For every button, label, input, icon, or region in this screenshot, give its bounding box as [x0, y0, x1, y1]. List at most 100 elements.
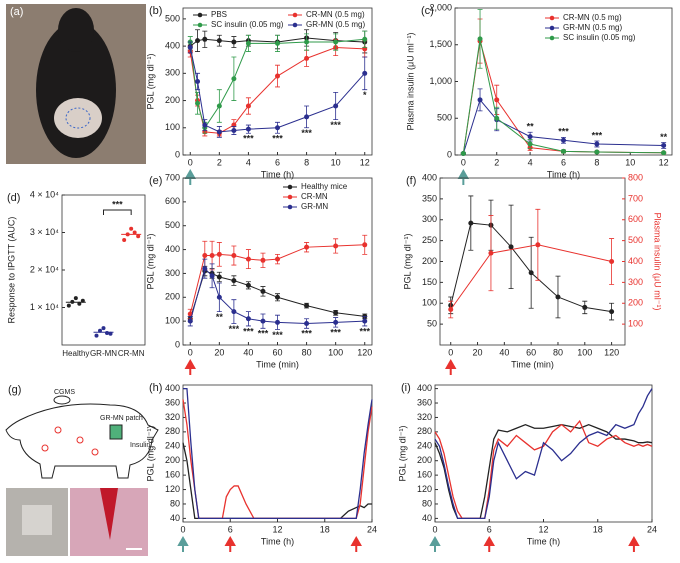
- data-point: [468, 220, 474, 226]
- panel-label: (a): [10, 6, 23, 18]
- time-arrow: [445, 358, 457, 375]
- data-point: [202, 122, 208, 128]
- y-axis-label: PGL (mg dl⁻¹): [145, 426, 155, 482]
- data-point: [448, 307, 454, 313]
- y2-axis-label: Plasma insulin (μU ml⁻¹): [653, 213, 663, 311]
- pig-outline: [5, 403, 159, 479]
- y2-tick-label: 300: [628, 277, 643, 287]
- data-point: [594, 141, 600, 147]
- data-point: [209, 253, 215, 259]
- plot-frame: [182, 384, 373, 523]
- x-tick-label: 0: [188, 347, 193, 357]
- x-tick-label: 18: [593, 524, 603, 534]
- data-point: [195, 38, 201, 44]
- data-point: [132, 230, 137, 235]
- series-line: [183, 387, 373, 520]
- data-point: [333, 310, 339, 316]
- y-axis-label: PGL (mg dl⁻¹): [402, 234, 412, 290]
- x-tick-label: 0: [188, 157, 193, 167]
- y-tick-label: 0: [175, 339, 180, 349]
- data-point: [333, 319, 339, 325]
- x-tick-label: 4: [246, 157, 251, 167]
- data-point: [136, 234, 141, 239]
- diagram-label: GR-MN patch: [100, 415, 143, 422]
- legend-marker: [549, 15, 555, 21]
- x-tick-label: 120: [357, 347, 372, 357]
- x-tick-label: 24: [647, 524, 657, 534]
- data-point: [209, 273, 215, 279]
- data-point: [477, 97, 483, 103]
- significance: ***: [592, 130, 603, 140]
- y-tick-label: 360: [165, 397, 180, 407]
- panel-label: (b): [149, 5, 162, 17]
- panel-label: (e): [149, 175, 162, 187]
- y-tick-label: 400: [422, 172, 437, 182]
- y2-tick-label: 200: [628, 298, 643, 308]
- y-tick-label: 40: [422, 513, 432, 523]
- x-tick-label: 0: [180, 524, 185, 534]
- x-tick-label: 6: [275, 157, 280, 167]
- y-tick-label: 80: [422, 498, 432, 508]
- data-point: [275, 125, 280, 131]
- data-point: [202, 266, 208, 272]
- significance: **: [527, 122, 535, 132]
- x-tick-label: 2: [217, 157, 222, 167]
- data-point: [122, 238, 127, 242]
- data-point: [216, 274, 222, 280]
- data-point: [488, 250, 494, 256]
- data-point: [231, 39, 237, 45]
- x-tick-label: 10: [625, 157, 635, 167]
- legend-marker: [197, 22, 203, 28]
- panel-label: (i): [401, 382, 411, 394]
- significance: *: [363, 90, 367, 100]
- y-tick-label: 2,000: [429, 2, 452, 12]
- y2-tick-label: 800: [628, 172, 643, 182]
- scale-bar: [126, 548, 142, 550]
- legend-marker: [287, 184, 293, 190]
- cgms-device: [53, 395, 71, 405]
- significance: **: [216, 312, 224, 322]
- y-tick-label: 250: [422, 235, 437, 245]
- y-tick-label: 240: [417, 441, 432, 451]
- data-point: [231, 76, 237, 82]
- panel-label: (c): [421, 5, 434, 17]
- significance: ***: [558, 127, 569, 137]
- series-line: [182, 399, 373, 520]
- legend-label: GR-MN: [301, 202, 328, 211]
- significance: ***: [330, 120, 341, 130]
- significance: ***: [112, 199, 123, 209]
- data-point: [527, 134, 533, 140]
- data-point: [129, 226, 134, 231]
- x-tick-label: 20: [473, 347, 483, 357]
- x-tick-label: CR-MN: [118, 349, 145, 358]
- significance: ***: [272, 134, 283, 144]
- data-point: [260, 288, 266, 294]
- y-tick-label: 200: [165, 455, 180, 465]
- y-tick-label: 50: [427, 319, 437, 329]
- significance: ***: [258, 329, 269, 339]
- y2-tick-label: 500: [628, 235, 643, 245]
- legend-label: PBS: [211, 10, 227, 19]
- y-tick-label: 160: [417, 470, 432, 480]
- x-axis-label: Time (h): [527, 536, 560, 546]
- x-tick-label: 60: [272, 347, 282, 357]
- legend-marker: [292, 12, 298, 18]
- data-point: [216, 294, 222, 300]
- data-point: [362, 242, 368, 248]
- data-point: [187, 44, 193, 50]
- data-point: [245, 256, 251, 262]
- y-tick-label: 2 × 10⁴: [30, 264, 59, 274]
- data-point: [661, 150, 667, 156]
- diagram-label: CGMS: [54, 389, 75, 396]
- y2-tick-label: 700: [628, 193, 643, 203]
- data-point: [105, 331, 109, 335]
- data-point: [101, 326, 106, 331]
- x-tick-label: 40: [499, 347, 509, 357]
- time-arrow: [224, 535, 236, 552]
- y-tick-label: 120: [165, 484, 180, 494]
- legend-marker: [549, 35, 555, 41]
- data-point: [362, 36, 368, 42]
- panel-label: (g): [8, 384, 21, 396]
- x-tick-label: 12: [538, 524, 548, 534]
- data-point: [304, 303, 310, 309]
